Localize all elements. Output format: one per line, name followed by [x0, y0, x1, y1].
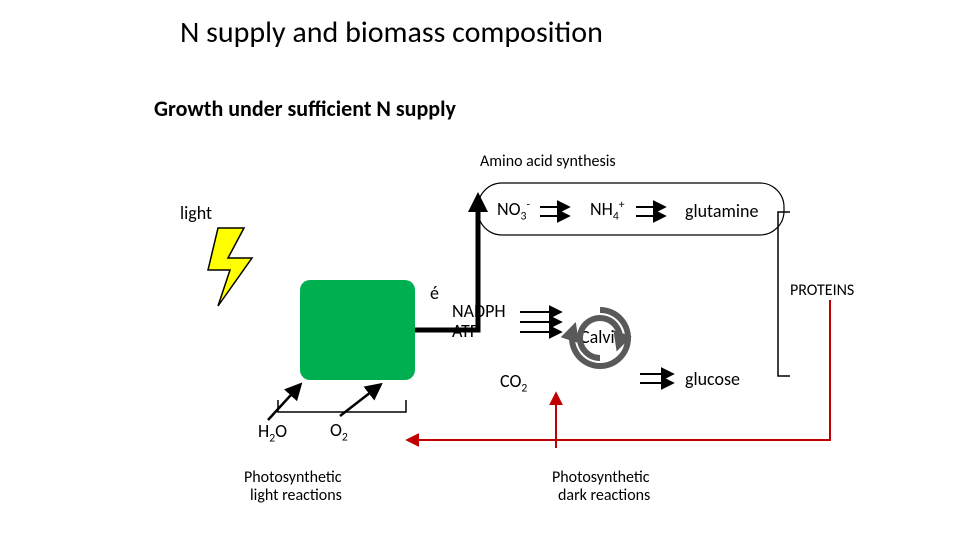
- label-pdark2: dark reactions: [558, 486, 650, 505]
- label-no3: NO3-: [497, 198, 530, 224]
- label-co2: CO2: [500, 370, 527, 396]
- label-o2: O2: [330, 419, 348, 445]
- label-glucose: glucose: [685, 368, 740, 390]
- label-h2o: H2O: [258, 420, 287, 446]
- diagram-svg: [0, 0, 960, 540]
- label-nh4: NH4+: [590, 198, 625, 224]
- label-pdark1: Photosynthetic: [552, 468, 650, 487]
- label-light: light: [180, 202, 212, 224]
- label-amino: Amino acid synthesis: [480, 152, 616, 171]
- label-plight1: Photosynthetic: [244, 468, 342, 487]
- label-proteins: PROTEINS: [790, 281, 854, 300]
- label-nadph: NADPH: [452, 300, 506, 322]
- page-title: N supply and biomass composition: [180, 14, 603, 51]
- label-e: é: [430, 282, 439, 304]
- label-plight2: light reactions: [250, 486, 342, 505]
- label-atp: ATP: [452, 320, 479, 342]
- label-calvin: Calvin: [580, 326, 624, 348]
- subtitle: Growth under sufficient N supply: [154, 95, 456, 122]
- label-glutamine: glutamine: [685, 200, 758, 222]
